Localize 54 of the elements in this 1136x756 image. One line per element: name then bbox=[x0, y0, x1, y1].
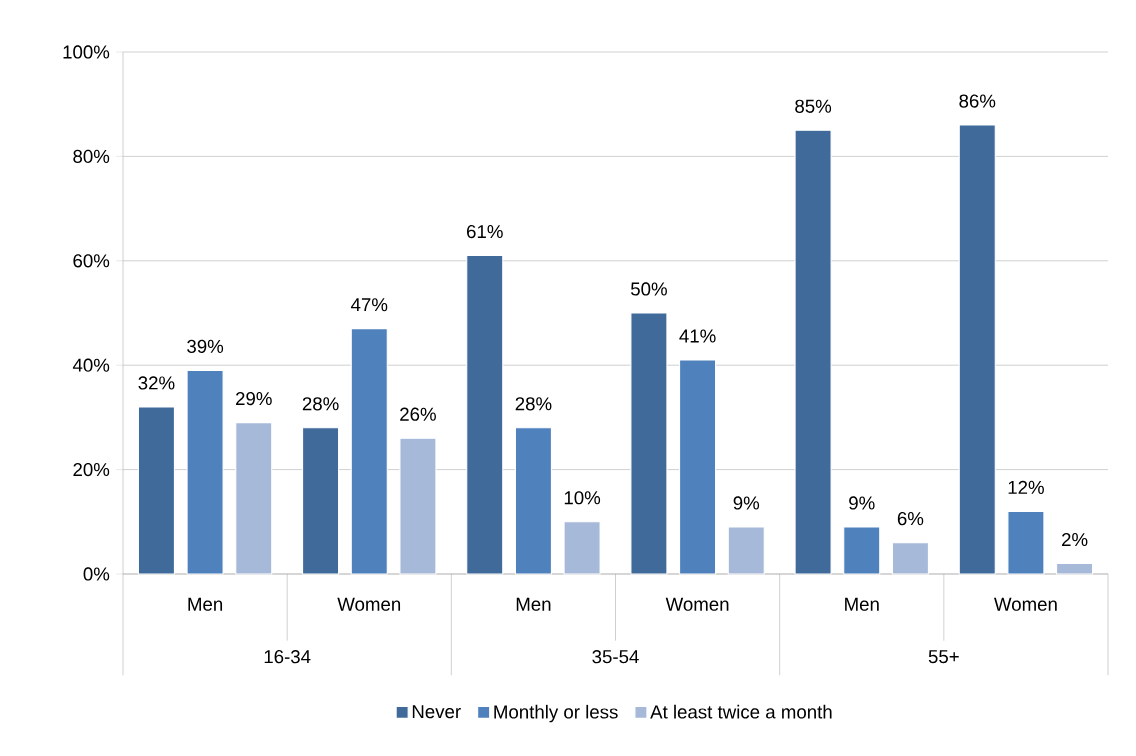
bar bbox=[563, 521, 601, 575]
data-label: 32% bbox=[138, 376, 175, 390]
bar bbox=[302, 427, 340, 575]
x-tick-label: Men bbox=[188, 597, 223, 611]
bar bbox=[843, 526, 881, 575]
bar bbox=[137, 406, 175, 575]
y-tick-label: 100% bbox=[63, 45, 110, 59]
bar bbox=[891, 542, 929, 575]
bar bbox=[514, 427, 552, 575]
data-label: 26% bbox=[400, 407, 436, 421]
data-label: 6% bbox=[897, 512, 924, 526]
bar bbox=[235, 422, 273, 575]
data-label: 47% bbox=[350, 298, 388, 312]
data-label: 50% bbox=[630, 282, 667, 296]
bar bbox=[794, 129, 832, 575]
data-label: 2% bbox=[1062, 532, 1088, 547]
data-label: 41% bbox=[679, 329, 716, 343]
y-tick-label: 0% bbox=[83, 567, 110, 581]
bar bbox=[958, 124, 996, 575]
text: 16-34 bbox=[264, 650, 311, 664]
legend-label: Never bbox=[412, 705, 461, 719]
data-label: 28% bbox=[515, 397, 552, 411]
x-tick-label: Women bbox=[994, 597, 1057, 611]
text: 55+ bbox=[928, 650, 959, 664]
data-label: 10% bbox=[564, 491, 601, 505]
data-label: 85% bbox=[795, 99, 832, 113]
bar bbox=[186, 369, 224, 575]
data-label: 28% bbox=[302, 397, 339, 411]
y-tick-label: 40% bbox=[72, 358, 110, 372]
data-label: 29% bbox=[236, 391, 272, 406]
x-tick-label: Women bbox=[337, 597, 401, 611]
bar bbox=[679, 359, 717, 575]
bar bbox=[466, 255, 504, 575]
text: 35-54 bbox=[592, 650, 639, 664]
legend-label: Monthly or less bbox=[494, 704, 618, 723]
bar bbox=[630, 312, 668, 575]
bar bbox=[1007, 510, 1045, 575]
bar bbox=[350, 328, 388, 575]
x-tick-label: Men bbox=[516, 597, 551, 611]
y-tick-label: 20% bbox=[73, 462, 110, 477]
data-label: 12% bbox=[1008, 480, 1044, 494]
y-tick-label: 80% bbox=[73, 149, 110, 163]
data-label: 86% bbox=[959, 94, 996, 108]
bar bbox=[1056, 563, 1094, 575]
bar bbox=[399, 437, 437, 575]
bar bbox=[727, 526, 765, 575]
data-label: 9% bbox=[849, 496, 875, 510]
legend-label: At least twice a month bbox=[650, 704, 832, 719]
data-label: 39% bbox=[187, 339, 224, 353]
x-tick-label: Women bbox=[665, 597, 729, 611]
data-label: 9% bbox=[733, 496, 760, 510]
y-tick-label: 60% bbox=[73, 254, 110, 268]
data-label: 61% bbox=[467, 224, 503, 239]
x-tick-label: Men bbox=[845, 597, 879, 611]
